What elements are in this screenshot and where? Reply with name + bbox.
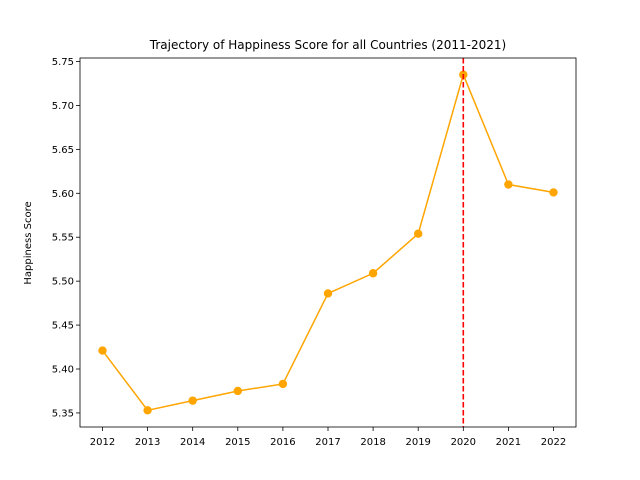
chart-title: Trajectory of Happiness Score for all Co… (149, 38, 506, 52)
x-tick-label: 2022 (541, 437, 566, 448)
x-tick-label: 2014 (180, 437, 205, 448)
series-line (101, 72, 554, 412)
x-tick-label: 2013 (135, 437, 160, 448)
x-tick-label: 2019 (405, 437, 430, 448)
x-tick-label: 2020 (451, 437, 476, 448)
data-point (323, 289, 333, 298)
x-tick-label: 2021 (496, 437, 521, 448)
data-point (368, 269, 378, 278)
y-tick-label: 5.75 (52, 57, 74, 68)
plot-frame (79, 57, 577, 428)
y-tick-label: 5.35 (52, 408, 74, 419)
data-point (188, 396, 197, 405)
x-tick-label: 2015 (225, 437, 250, 448)
data-point (98, 346, 107, 355)
x-tick-label: 2012 (90, 437, 115, 448)
y-tick-label: 5.40 (52, 365, 74, 376)
y-tick-label: 5.60 (52, 189, 74, 200)
data-point (504, 180, 513, 189)
data-point (233, 386, 242, 396)
data-point (549, 188, 558, 197)
data-point (278, 379, 288, 389)
data-point (414, 229, 423, 238)
x-tick-label: 2016 (270, 437, 295, 448)
y-tick-label: 5.45 (52, 321, 74, 332)
x-tick-label: 2017 (315, 437, 340, 448)
x-tick-label: 2018 (360, 437, 385, 448)
y-tick-label: 5.70 (52, 101, 74, 112)
y-axis-label: Happiness Score (23, 201, 34, 284)
plot-area: 5.35 5.40 5.45 5.50 5.55 5.60 5.65 5.70 5.75 2012… (52, 57, 577, 448)
y-tick-label: 5.55 (52, 233, 74, 244)
y-tick-label: 5.65 (52, 145, 74, 156)
y-tick-label: 5.50 (52, 277, 74, 288)
data-point (143, 406, 152, 415)
